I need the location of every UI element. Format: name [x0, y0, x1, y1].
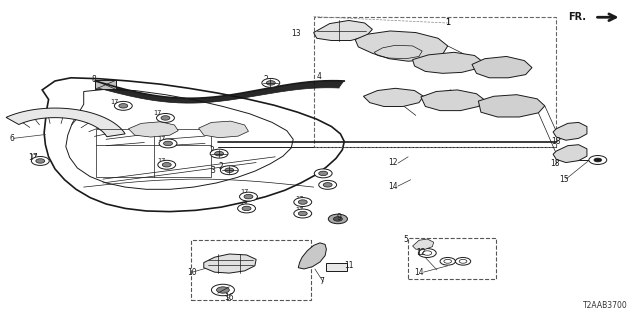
Text: 17: 17 [153, 110, 161, 116]
Circle shape [211, 284, 234, 296]
Circle shape [164, 141, 173, 146]
Circle shape [157, 114, 174, 123]
Text: 4: 4 [316, 72, 321, 81]
Circle shape [31, 156, 49, 165]
Text: 3: 3 [211, 166, 215, 175]
Text: 17: 17 [241, 189, 249, 196]
Text: 17: 17 [157, 158, 166, 164]
Circle shape [244, 195, 253, 199]
Text: 12: 12 [388, 158, 398, 167]
Bar [408, 238, 496, 278]
Circle shape [216, 287, 229, 293]
Circle shape [158, 160, 175, 169]
Text: 17: 17 [110, 99, 118, 105]
Circle shape [294, 197, 312, 206]
Text: 17: 17 [239, 202, 248, 208]
Bar [314, 17, 556, 147]
Circle shape [319, 180, 337, 189]
Text: 14: 14 [388, 182, 398, 191]
Text: 11: 11 [344, 261, 353, 270]
Polygon shape [472, 56, 532, 78]
Circle shape [298, 211, 307, 216]
Text: 2: 2 [219, 162, 223, 171]
Polygon shape [129, 122, 178, 137]
Circle shape [266, 81, 275, 85]
Text: 1: 1 [445, 18, 450, 27]
Circle shape [225, 168, 234, 172]
Circle shape [419, 249, 436, 258]
Bar [95, 80, 116, 89]
Polygon shape [364, 88, 424, 107]
Text: 10: 10 [188, 268, 197, 277]
Polygon shape [421, 90, 484, 111]
Text: 17: 17 [296, 207, 304, 213]
Circle shape [262, 78, 280, 87]
Text: 14: 14 [414, 268, 424, 277]
Circle shape [210, 149, 228, 158]
Circle shape [319, 171, 328, 176]
Polygon shape [413, 239, 434, 249]
Circle shape [163, 163, 172, 167]
Polygon shape [6, 108, 125, 137]
Circle shape [328, 214, 348, 224]
Circle shape [36, 159, 45, 163]
Text: 9: 9 [337, 213, 342, 222]
Text: 17: 17 [29, 154, 38, 160]
Text: 17: 17 [157, 136, 166, 142]
Bar [191, 240, 311, 300]
Text: 2: 2 [209, 146, 214, 155]
Text: 16: 16 [225, 293, 234, 302]
Circle shape [440, 258, 456, 265]
Circle shape [159, 139, 177, 148]
Bar [97, 129, 211, 177]
Text: 17: 17 [296, 196, 304, 202]
Circle shape [589, 156, 607, 164]
Text: 18: 18 [550, 159, 560, 168]
Circle shape [237, 204, 255, 213]
Circle shape [115, 101, 132, 110]
Text: 12: 12 [416, 248, 426, 257]
Text: 2: 2 [263, 75, 268, 84]
Polygon shape [198, 121, 248, 138]
Text: 13: 13 [291, 29, 301, 38]
Text: 18: 18 [552, 137, 561, 146]
Polygon shape [204, 254, 256, 273]
Circle shape [456, 258, 470, 265]
Circle shape [294, 209, 312, 218]
Circle shape [214, 151, 223, 156]
Circle shape [594, 158, 602, 162]
Polygon shape [95, 81, 344, 103]
Circle shape [119, 104, 128, 108]
Circle shape [323, 183, 332, 187]
Polygon shape [298, 243, 326, 269]
Circle shape [298, 200, 307, 204]
Polygon shape [413, 52, 483, 73]
Text: 17: 17 [28, 153, 37, 162]
Circle shape [333, 217, 342, 221]
Text: 15: 15 [559, 175, 569, 184]
Bar [326, 263, 347, 271]
Text: 5: 5 [404, 235, 409, 244]
Text: FR.: FR. [568, 12, 586, 22]
Circle shape [161, 116, 170, 120]
Polygon shape [478, 95, 545, 117]
Circle shape [239, 192, 257, 201]
Text: 1: 1 [445, 18, 451, 27]
Polygon shape [355, 31, 448, 61]
Circle shape [314, 169, 332, 178]
Text: 8: 8 [92, 75, 96, 84]
Polygon shape [314, 20, 372, 41]
Circle shape [220, 166, 238, 175]
Polygon shape [553, 123, 587, 140]
Polygon shape [553, 145, 587, 163]
Text: T2AAB3700: T2AAB3700 [583, 301, 628, 310]
Circle shape [242, 206, 251, 211]
Text: 7: 7 [319, 277, 324, 286]
Text: 6: 6 [10, 134, 15, 143]
